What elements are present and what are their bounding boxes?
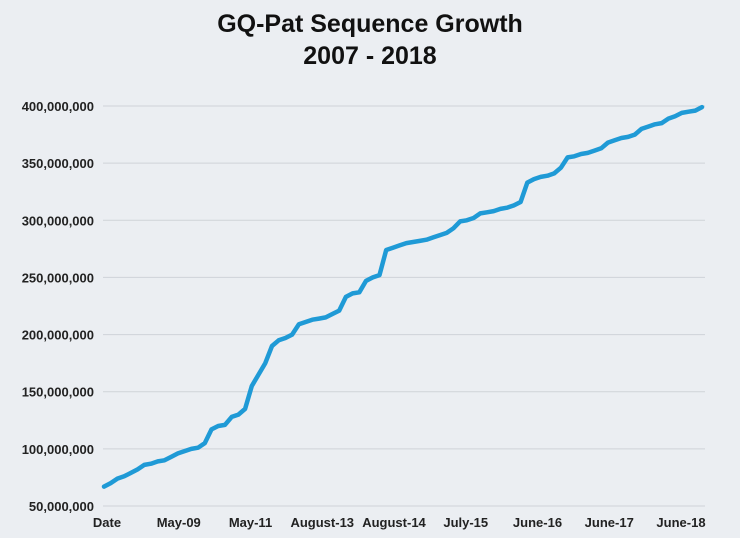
y-tick-label: 350,000,000: [22, 156, 94, 171]
chart-title-block: GQ-Pat Sequence Growth 2007 - 2018: [0, 8, 740, 72]
chart-subtitle: 2007 - 2018: [303, 42, 437, 70]
x-tick-label: Date: [93, 515, 121, 530]
x-tick-label: June-16: [513, 515, 562, 530]
y-tick-label: 200,000,000: [22, 328, 94, 343]
x-tick-label: July-15: [443, 515, 488, 530]
x-tick-label: August-14: [362, 515, 426, 530]
x-tick-label: June-17: [585, 515, 634, 530]
x-tick-label: May-11: [229, 515, 272, 530]
y-tick-label: 100,000,000: [22, 442, 94, 457]
y-tick-label: 50,000,000: [29, 499, 94, 514]
x-tick-label: August-13: [290, 515, 354, 530]
x-tick-label: June-18: [656, 515, 705, 530]
y-tick-label: 400,000,000: [22, 99, 94, 114]
x-tick-label: May-09: [157, 515, 201, 530]
chart-title: GQ-Pat Sequence Growth: [217, 10, 523, 38]
y-tick-label: 150,000,000: [22, 385, 94, 400]
y-tick-label: 300,000,000: [22, 213, 94, 228]
series-line: [101, 104, 705, 489]
y-tick-label: 250,000,000: [22, 270, 94, 285]
